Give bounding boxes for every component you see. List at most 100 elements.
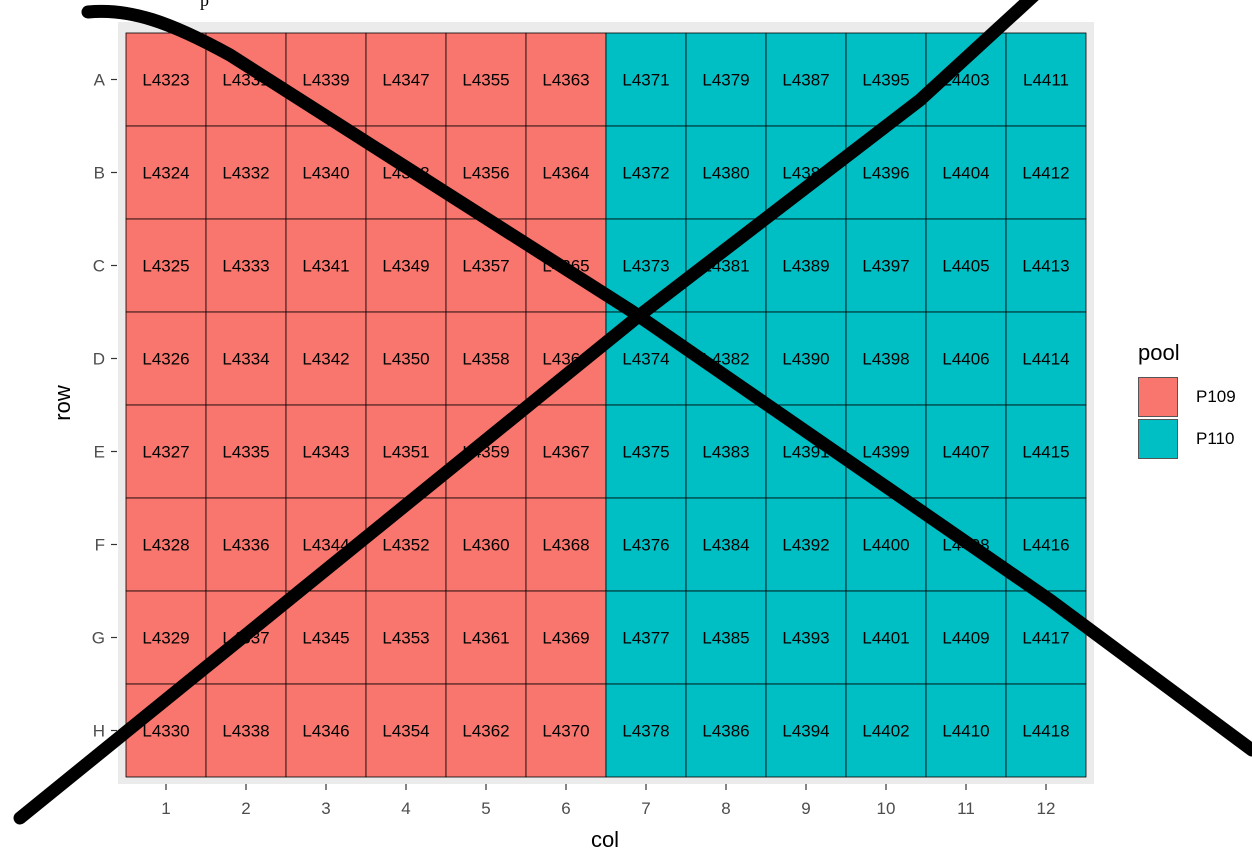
tile-D10 (845, 311, 927, 406)
tile-F9 (765, 497, 847, 592)
y-tick-label: C (93, 257, 105, 276)
tile-B3 (285, 125, 367, 220)
tile-label: L4363 (542, 71, 589, 90)
tile-label: L4375 (622, 443, 669, 462)
x-tick-label: 6 (561, 799, 570, 818)
tile-A1 (125, 32, 207, 127)
tile-G8 (685, 590, 767, 685)
tile-label: L4369 (542, 629, 589, 648)
tile-label: L4377 (622, 629, 669, 648)
tile-label: L4360 (462, 536, 509, 555)
tile-A4 (365, 32, 447, 127)
tile-label: L4343 (302, 443, 349, 462)
tile-label: L4414 (1022, 350, 1069, 369)
tile-label: L4370 (542, 722, 589, 741)
tile-label: L4399 (862, 443, 909, 462)
tile-E8 (685, 404, 767, 499)
tile-label: L4329 (142, 629, 189, 648)
tile-label: L4328 (142, 536, 189, 555)
tile-label: L4364 (542, 164, 589, 183)
tile-label: L4349 (382, 257, 429, 276)
tile-label: L4333 (222, 257, 269, 276)
tile-label: L4334 (222, 350, 269, 369)
x-tick-label: 5 (481, 799, 490, 818)
tile-B1 (125, 125, 207, 220)
tile-label: L4347 (382, 71, 429, 90)
tile-G6 (525, 590, 607, 685)
tile-label: L4373 (622, 257, 669, 276)
tile-label: L4386 (702, 722, 749, 741)
tile-E2 (205, 404, 287, 499)
tile-label: L4339 (302, 71, 349, 90)
tile-label: L4368 (542, 536, 589, 555)
tile-label: L4355 (462, 71, 509, 90)
tile-label: L4411 (1023, 71, 1069, 90)
tile-E1 (125, 404, 207, 499)
legend-item-p110: P110 (1138, 418, 1236, 460)
tile-H12 (1005, 683, 1087, 778)
tile-label: L4378 (622, 722, 669, 741)
tile-label: L4350 (382, 350, 429, 369)
tile-H5 (445, 683, 527, 778)
tile-F1 (125, 497, 207, 592)
tile-H9 (765, 683, 847, 778)
tile-label: L4330 (142, 722, 189, 741)
tile-label: L4367 (542, 443, 589, 462)
y-axis: A B C D E F G H (92, 71, 117, 741)
tile-label: L4372 (622, 164, 669, 183)
tile-label: L4353 (382, 629, 429, 648)
y-tick-label: A (94, 71, 106, 90)
legend-title: pool (1138, 340, 1180, 365)
x-tick-label: 4 (401, 799, 410, 818)
tile-F5 (445, 497, 527, 592)
tile-G12 (1005, 590, 1087, 685)
y-tick-label: G (92, 629, 105, 648)
tile-C3 (285, 218, 367, 313)
tile-E6 (525, 404, 607, 499)
tile-G1 (125, 590, 207, 685)
tile-label: L4374 (622, 350, 669, 369)
tile-label: L4380 (702, 164, 749, 183)
tile-F10 (845, 497, 927, 592)
tile-C4 (365, 218, 447, 313)
tile-label: L4395 (862, 71, 909, 90)
legend-swatch-p110 (1138, 419, 1178, 459)
tile-label: L4344 (302, 536, 349, 555)
tile-label: L4340 (302, 164, 349, 183)
tile-G11 (925, 590, 1007, 685)
tile-D11 (925, 311, 1007, 406)
tile-label: L4398 (862, 350, 909, 369)
tile-F4 (365, 497, 447, 592)
tile-B2 (205, 125, 287, 220)
tile-label: L4352 (382, 536, 429, 555)
x-tick-label: 1 (161, 799, 170, 818)
tile-label: L4336 (222, 536, 269, 555)
tile-D1 (125, 311, 207, 406)
tile-label: L4404 (942, 164, 989, 183)
tile-C1 (125, 218, 207, 313)
tile-label: L4389 (782, 257, 829, 276)
tile-label: L4345 (302, 629, 349, 648)
tile-label: L4410 (942, 722, 989, 741)
x-tick-label: 11 (957, 799, 975, 818)
tile-label: L4393 (782, 629, 829, 648)
tile-label: L4396 (862, 164, 909, 183)
tile-B6 (525, 125, 607, 220)
x-tick-label: 10 (877, 799, 896, 818)
tile-A9 (765, 32, 847, 127)
tile-H10 (845, 683, 927, 778)
tile-D9 (765, 311, 847, 406)
tile-layer: L4323 L4331 L4339 L4347 L4355 L4363 L4371 L4379… (125, 32, 1087, 778)
tile-F2 (205, 497, 287, 592)
tile-H11 (925, 683, 1007, 778)
tile-label: L4405 (942, 257, 989, 276)
tile-C2 (205, 218, 287, 313)
tile-label: L4392 (782, 536, 829, 555)
legend-swatch-p109 (1138, 377, 1178, 417)
tile-label: L4357 (462, 257, 509, 276)
y-tick-label: D (93, 350, 105, 369)
cross-stroke-ascending (13, 0, 1039, 825)
tile-label: L4324 (142, 164, 189, 183)
tile-label: L4327 (142, 443, 189, 462)
tile-A6 (525, 32, 607, 127)
